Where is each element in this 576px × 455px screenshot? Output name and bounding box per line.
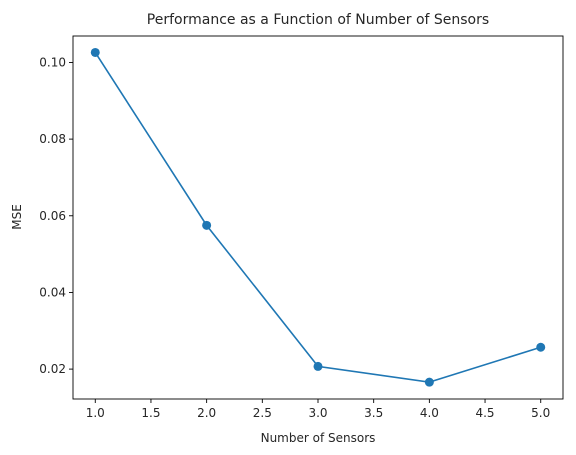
data-point	[90, 47, 100, 57]
y-tick-label: 0.02	[39, 362, 66, 376]
data-point	[202, 220, 212, 230]
y-tick-label: 0.04	[39, 285, 66, 299]
data-point	[424, 377, 434, 387]
data-point	[313, 361, 323, 371]
x-axis-label: Number of Sensors	[261, 431, 376, 445]
x-tick-label: 5.0	[531, 406, 550, 420]
x-tick-label: 4.5	[475, 406, 494, 420]
y-axis-ticks: 0.02 0.04 0.06 0.08 0.10	[39, 55, 73, 376]
x-tick-label: 2.5	[253, 406, 272, 420]
x-tick-label: 3.5	[364, 406, 383, 420]
y-tick-label: 0.08	[39, 132, 66, 146]
y-tick-label: 0.10	[39, 55, 66, 69]
chart-title: Performance as a Function of Number of S…	[147, 12, 489, 28]
x-tick-label: 2.0	[197, 406, 216, 420]
data-point	[536, 342, 546, 352]
y-axis-label: MSE	[10, 204, 24, 230]
x-tick-label: 1.0	[86, 406, 105, 420]
x-tick-label: 4.0	[420, 406, 439, 420]
x-tick-label: 3.0	[308, 406, 327, 420]
x-axis-ticks: 1.0 1.5 2.0 2.5 3.0 3.5 4.0 4.5 5.0	[86, 399, 550, 420]
series-layer	[90, 47, 546, 387]
x-tick-label: 1.5	[141, 406, 160, 420]
y-tick-label: 0.06	[39, 209, 66, 223]
plot-area	[72, 35, 564, 400]
